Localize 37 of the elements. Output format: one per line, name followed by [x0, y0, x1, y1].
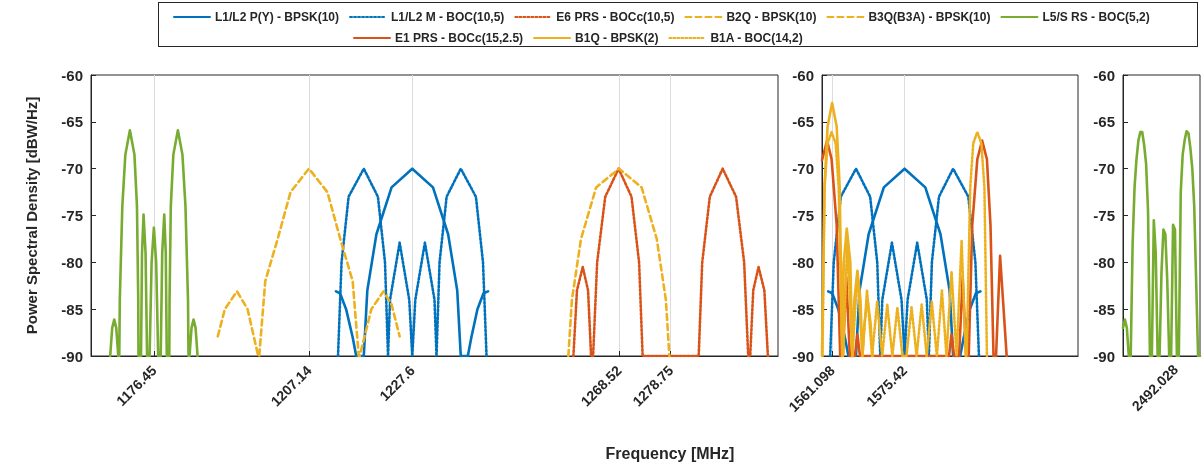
y-tick-label: -85	[1093, 300, 1115, 318]
legend-label: L5/S RS - BOC(5,2)	[1042, 10, 1150, 24]
y-tick-label: -60	[792, 66, 814, 84]
y-tick-label: -90	[792, 347, 814, 365]
line-series	[216, 167, 401, 358]
legend-label: E1 PRS - BOCc(15,2.5)	[395, 31, 524, 45]
y-tick-label: -75	[61, 207, 83, 224]
y-tick-label: -60	[61, 66, 83, 84]
y-tick-label: -70	[61, 160, 83, 178]
line-series	[572, 167, 770, 358]
y-tick-label: -90	[61, 347, 83, 365]
legend-label: B2Q - BPSK(10)	[726, 10, 817, 24]
legend-label: L1/L2 P(Y) - BPSK(10)	[215, 10, 340, 24]
line-series	[1121, 129, 1202, 358]
y-tick-label: -90	[1093, 347, 1115, 365]
y-tick-label: -75	[792, 207, 814, 224]
y-tick-label: -80	[1093, 253, 1115, 271]
x-axis-title: Frequency [MHz]	[605, 444, 735, 462]
y-axis-title: Power Spectral Density [dBW/Hz]	[23, 96, 40, 335]
y-tick-label: -70	[792, 160, 814, 178]
y-tick-label: -80	[61, 253, 83, 271]
y-tick-label: -70	[1093, 160, 1115, 178]
y-tick-label: -85	[61, 300, 83, 318]
y-tick-label: -80	[792, 253, 814, 271]
line-series	[108, 128, 199, 358]
y-tick-label: -75	[1093, 207, 1115, 224]
legend-label: B1A - BOC(14,2)	[710, 31, 803, 45]
legend-label: L1/L2 M - BOC(10,5)	[391, 10, 505, 24]
y-tick-label: -65	[792, 113, 814, 131]
line-series	[567, 167, 671, 358]
legend-label: B3Q(B3A) - BPSK(10)	[868, 10, 991, 24]
legend-label: B1Q - BPSK(2)	[575, 31, 659, 45]
y-tick-label: -65	[1093, 113, 1115, 131]
y-tick-label: -85	[792, 300, 814, 318]
legend-label: E6 PRS - BOCc(10,5)	[556, 10, 675, 24]
y-tick-label: -65	[61, 113, 83, 131]
y-tick-label: -60	[1093, 66, 1115, 84]
